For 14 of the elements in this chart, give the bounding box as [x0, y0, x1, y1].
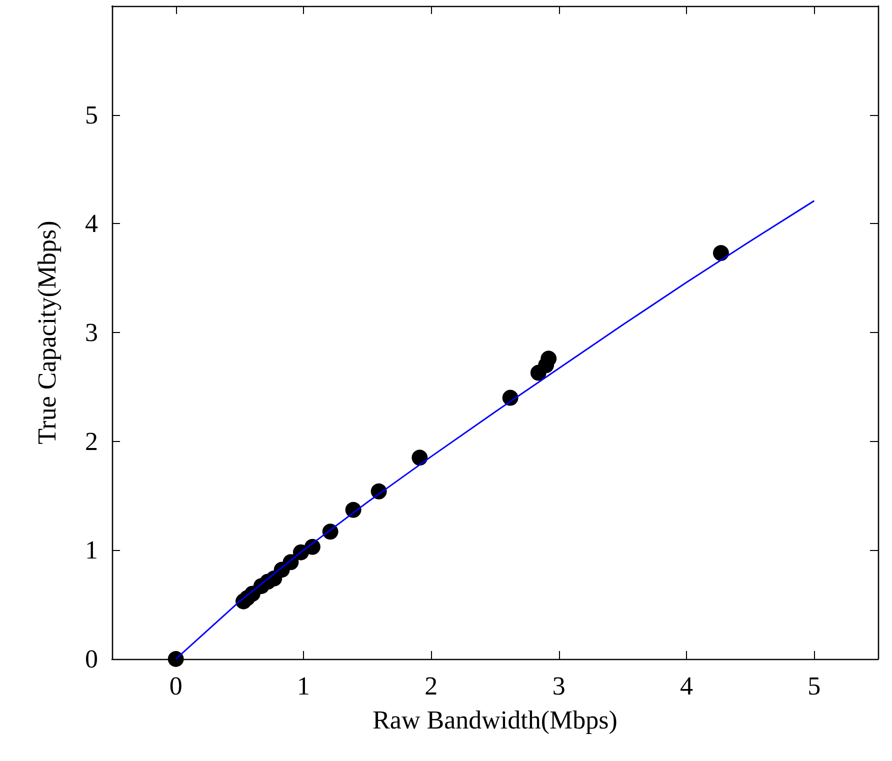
y-tick-label: 3	[85, 318, 98, 347]
y-tick-label: 2	[85, 426, 98, 456]
x-tick-label: 2	[424, 672, 438, 700]
y-tick-label: 5	[85, 100, 98, 130]
x-tick-label: 3	[552, 672, 566, 700]
x-axis-title: Raw Bandwidth(Mbps)	[372, 706, 618, 734]
y-tick-label: 1	[85, 536, 98, 565]
y-axis-title: True Capacity(Mbps)	[32, 220, 62, 444]
x-tick-label: 1	[297, 672, 310, 700]
x-tick-label: 5	[808, 672, 821, 700]
y-tick-label: 0	[85, 644, 98, 674]
x-tick-label: 4	[680, 672, 693, 700]
y-tick-label: 4	[85, 209, 98, 238]
x-tick-label: 0	[169, 672, 182, 700]
